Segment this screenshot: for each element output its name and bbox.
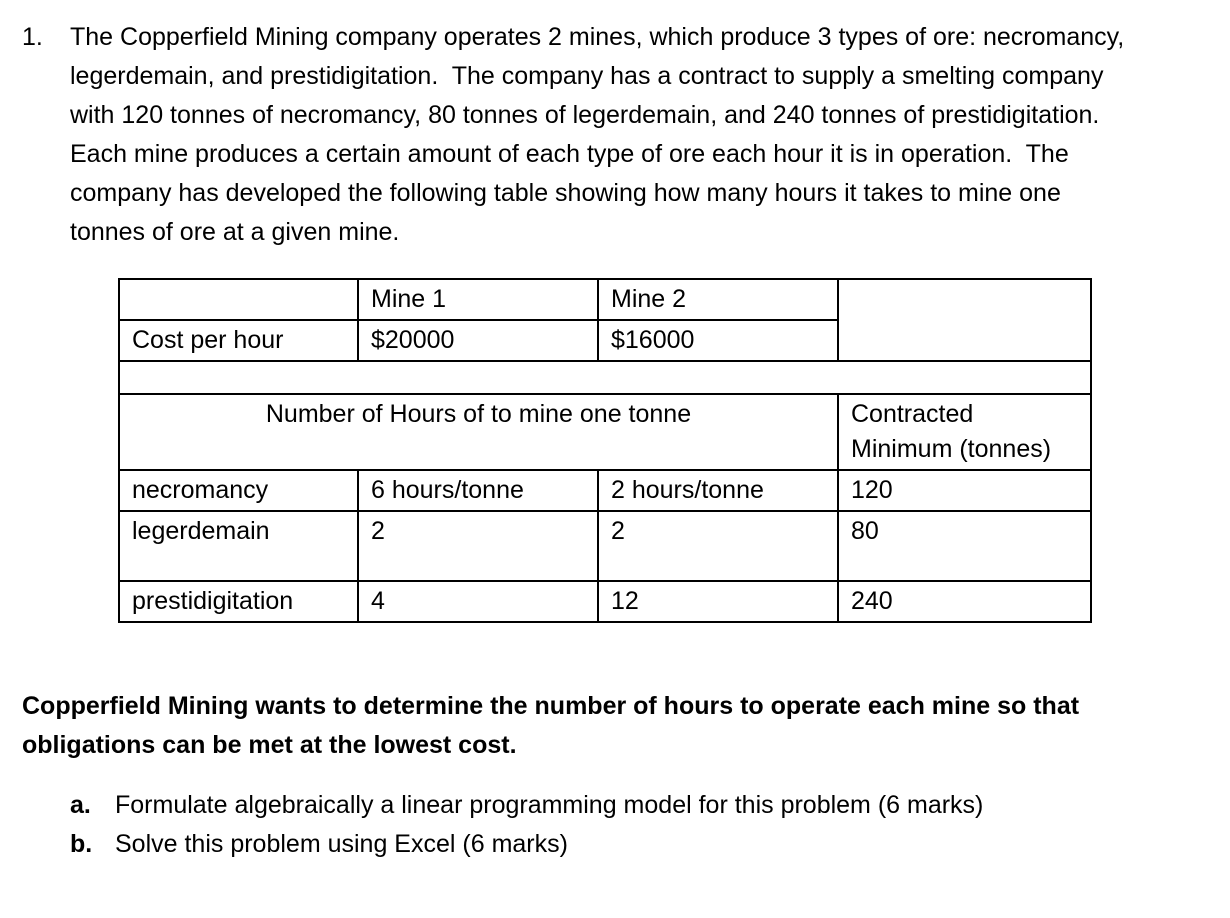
contracted-min-cell: 120 <box>837 469 1092 512</box>
question-a-marker: a. <box>70 791 91 819</box>
ore-name-cell: legerdemain <box>118 510 359 582</box>
contracted-min-cell: 240 <box>837 580 1092 623</box>
table-row-spacer <box>118 360 1092 395</box>
mine2-header-cell: Mine 2 <box>597 278 839 321</box>
question-b-marker: b. <box>70 830 93 858</box>
objective-statement: Copperfield Mining wants to determine th… <box>22 692 1080 759</box>
problem-text: The Copperfield Mining company operates … <box>70 23 1125 246</box>
question-a: a. Formulate algebraically a linear prog… <box>22 786 1220 825</box>
mine1-hours-cell: 4 <box>357 580 599 623</box>
table-row-cost: Cost per hour $20000 $16000 <box>118 319 1091 362</box>
question-b-text: Solve this problem using Excel (6 marks) <box>115 830 568 858</box>
spacer-cell <box>118 360 1092 395</box>
cost-mine2-value: $16000 <box>597 319 839 362</box>
contracted-min-cell: 80 <box>837 510 1092 582</box>
question-b: b. Solve this problem using Excel (6 mar… <box>22 825 1220 864</box>
table-row-necromancy: necromancy 6 hours/tonne 2 hours/tonne 1… <box>118 469 1092 512</box>
mine2-hours-cell: 2 hours/tonne <box>597 469 839 512</box>
question-list: a. Formulate algebraically a linear prog… <box>22 786 1220 864</box>
mine2-hours-cell: 12 <box>597 580 839 623</box>
mine2-hours-cell: 2 <box>597 510 839 582</box>
contracted-minimum-header-cell: Contracted Minimum (tonnes) <box>837 393 1092 471</box>
mine1-header-cell: Mine 1 <box>357 278 599 321</box>
table-row-mine-headers: Mine 1 Mine 2 <box>118 278 1092 362</box>
table-row-prestidigitation: prestidigitation 4 12 240 <box>118 580 1092 623</box>
table-row-legerdemain: legerdemain 2 2 80 <box>118 510 1092 582</box>
ore-name-cell: necromancy <box>118 469 359 512</box>
cost-per-hour-label: Cost per hour <box>118 319 359 362</box>
cost-mine1-value: $20000 <box>357 319 599 362</box>
mine1-hours-cell: 2 <box>357 510 599 582</box>
question-a-text: Formulate algebraically a linear program… <box>115 791 984 819</box>
ore-name-cell: prestidigitation <box>118 580 359 623</box>
blank-corner-cell <box>118 278 359 321</box>
mine1-hours-cell: 6 hours/tonne <box>357 469 599 512</box>
blank-right-merged-cell <box>837 278 1092 362</box>
table-row-section-headers: Number of Hours of to mine one tonne Con… <box>118 393 1092 471</box>
problem-number: 1. <box>22 23 43 51</box>
ore-mining-table: Mine 1 Mine 2 Cost per hour $20000 $1600… <box>118 278 1092 623</box>
problem-statement: 1. The Copperfield Mining company operat… <box>22 18 1220 252</box>
hours-header-cell: Number of Hours of to mine one tonne <box>118 393 839 471</box>
